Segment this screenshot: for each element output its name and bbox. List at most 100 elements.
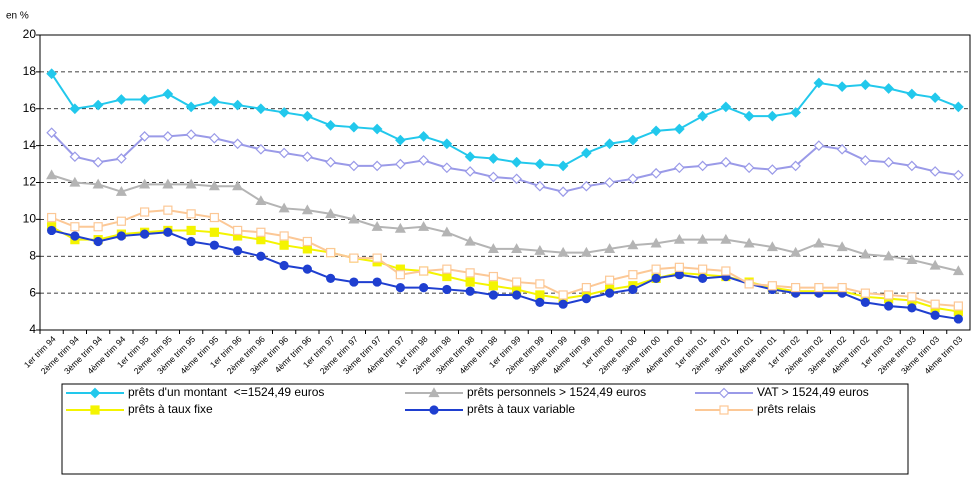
data-point xyxy=(814,282,824,293)
data-point xyxy=(465,268,475,278)
data-point xyxy=(651,264,661,274)
data-point xyxy=(186,225,196,236)
data-point xyxy=(70,231,80,241)
data-point xyxy=(209,96,220,107)
legend-label: VAT > 1524,49 euros xyxy=(757,385,869,399)
data-point xyxy=(69,151,81,163)
data-point xyxy=(557,246,569,257)
data-point xyxy=(721,266,731,276)
data-point xyxy=(139,94,150,105)
data-point xyxy=(535,279,545,289)
series-line xyxy=(51,209,959,308)
data-point xyxy=(93,222,103,232)
data-point xyxy=(116,153,127,164)
data-point xyxy=(557,160,569,172)
data-point xyxy=(627,173,639,185)
y-tick-label: 20 xyxy=(23,27,37,41)
data-point xyxy=(604,177,615,188)
data-point xyxy=(208,180,220,191)
data-point xyxy=(418,131,429,142)
data-point xyxy=(255,143,267,155)
data-point xyxy=(581,180,592,192)
data-point xyxy=(279,240,289,250)
data-point xyxy=(790,246,802,257)
data-point xyxy=(348,121,360,133)
data-point xyxy=(929,166,941,177)
data-point xyxy=(487,243,499,253)
data-point xyxy=(139,131,150,142)
data-point xyxy=(906,88,918,100)
data-point xyxy=(650,167,662,179)
data-point xyxy=(581,147,592,159)
data-point xyxy=(209,227,219,237)
data-point xyxy=(232,99,243,111)
data-point xyxy=(163,227,173,237)
data-point xyxy=(185,178,197,189)
data-point xyxy=(115,185,127,196)
data-point xyxy=(278,147,290,159)
data-point xyxy=(744,279,754,289)
data-point xyxy=(952,265,964,276)
data-point xyxy=(674,262,684,272)
data-point xyxy=(302,264,312,274)
data-point xyxy=(233,246,243,256)
data-point xyxy=(581,294,591,304)
data-point xyxy=(558,290,568,300)
data-point xyxy=(743,162,755,174)
data-point xyxy=(929,92,941,104)
data-point xyxy=(116,94,127,105)
data-point xyxy=(534,244,546,255)
data-point xyxy=(511,156,522,168)
data-point xyxy=(720,156,732,168)
data-point xyxy=(580,246,592,257)
data-point xyxy=(326,247,336,258)
data-point xyxy=(720,233,732,244)
data-point xyxy=(535,297,545,307)
data-point xyxy=(860,155,871,166)
data-point xyxy=(512,277,522,287)
series-line xyxy=(51,229,959,320)
legend-label: prêts à taux fixe xyxy=(128,402,213,416)
legend-marker xyxy=(89,387,101,399)
data-point xyxy=(349,253,359,263)
data-point xyxy=(256,251,266,261)
data-point xyxy=(255,195,267,206)
data-point xyxy=(209,132,220,144)
data-point xyxy=(605,288,615,298)
data-point xyxy=(883,250,895,261)
data-point xyxy=(511,243,523,253)
series-line xyxy=(51,225,959,313)
data-point xyxy=(394,222,406,233)
data-point xyxy=(116,231,126,241)
data-point xyxy=(278,107,290,118)
data-point xyxy=(813,77,825,89)
data-point xyxy=(47,225,57,236)
data-point xyxy=(720,101,732,113)
data-point xyxy=(698,273,708,283)
data-point xyxy=(836,81,848,92)
data-point xyxy=(837,282,847,293)
data-point xyxy=(697,233,709,244)
y-tick-label: 10 xyxy=(23,212,37,226)
data-point xyxy=(348,213,360,224)
legend-label: prêts personnels > 1524,49 euros xyxy=(467,385,646,399)
data-point xyxy=(395,158,406,170)
data-point xyxy=(465,286,475,296)
data-point xyxy=(697,160,708,172)
y-tick-label: 18 xyxy=(23,64,37,78)
y-tick-label: 8 xyxy=(29,248,36,262)
data-point xyxy=(813,237,825,248)
data-point xyxy=(511,173,522,185)
data-point xyxy=(140,207,150,217)
data-point xyxy=(605,275,615,285)
data-point xyxy=(302,151,313,163)
data-point xyxy=(650,237,662,248)
data-point xyxy=(302,110,313,122)
data-point xyxy=(139,178,151,189)
data-point xyxy=(93,236,103,247)
data-point xyxy=(441,162,453,174)
data-point xyxy=(813,140,825,151)
data-point xyxy=(116,216,126,226)
legend-label: prêts d'un montant <=1524,49 euros xyxy=(128,385,324,399)
data-point xyxy=(465,277,475,287)
